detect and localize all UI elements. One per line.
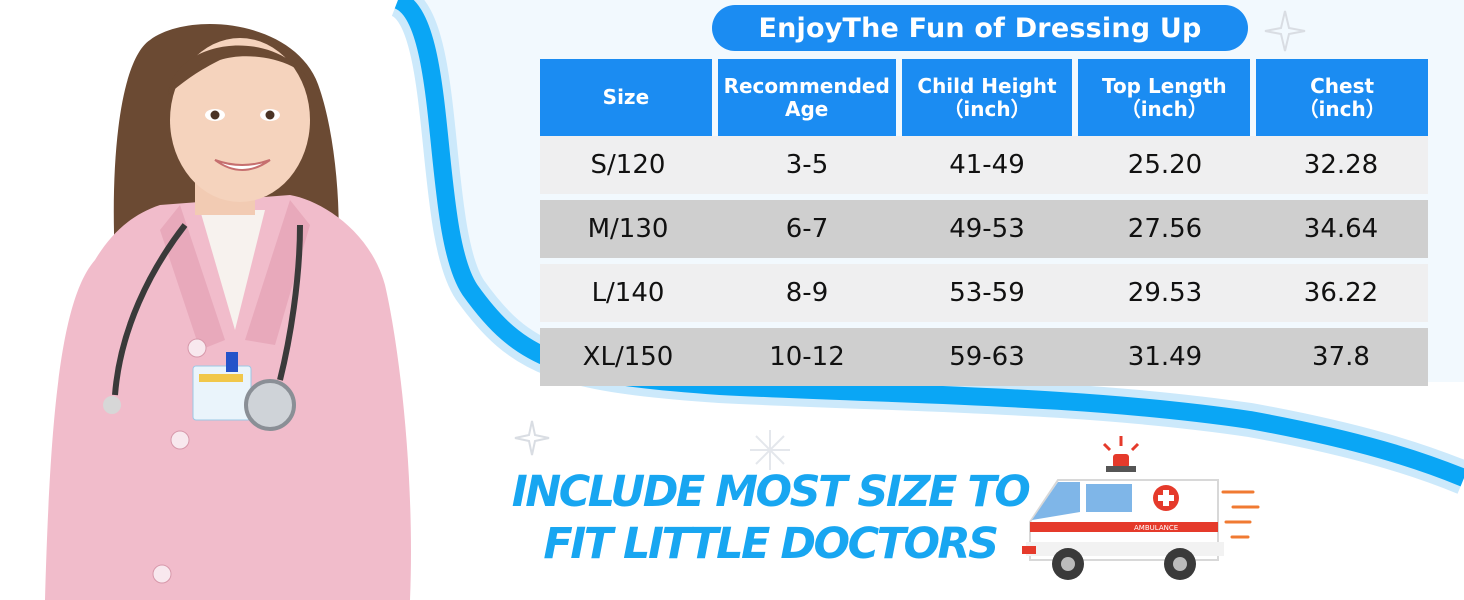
size-cell: L/140 [591, 278, 665, 308]
ambulance-label: AMBULANCE [1134, 524, 1178, 532]
child-doctor-illustration [45, 24, 411, 600]
age-cell: 3-5 [785, 150, 829, 180]
header-child-height: Child Height （inch） [901, 59, 1073, 136]
chest-cell: 34.64 [1303, 214, 1379, 244]
age-cell: 8-9 [785, 278, 829, 308]
header-size: Size [540, 59, 712, 136]
table-row: S/120 3-5 41-49 25.20 32.28 [540, 136, 1428, 194]
age-cell: 6-7 [785, 214, 829, 244]
top-length-cell: 25.20 [1127, 150, 1203, 180]
table-row: M/130 6-7 49-53 27.56 34.64 [540, 200, 1428, 258]
table-row: XL/150 10-12 59-63 31.49 37.8 [540, 328, 1428, 386]
slogan: INCLUDE MOST SIZE TO FIT LITTLE DOCTORS [510, 466, 1031, 570]
size-cell: S/120 [590, 150, 666, 180]
top-length-cell: 31.49 [1127, 342, 1203, 372]
table-header-row: Size Recommended Age Child Height （inch）… [540, 59, 1429, 136]
top-length-cell: 27.56 [1127, 214, 1203, 244]
age-cell: 10-12 [769, 342, 845, 372]
header-recommended-age: Recommended Age [717, 59, 896, 136]
slogan-line-1: INCLUDE MOST SIZE TO [511, 467, 1031, 517]
table-row: L/140 8-9 53-59 29.53 36.22 [540, 264, 1428, 322]
size-cell: XL/150 [582, 342, 674, 372]
size-cell: M/130 [587, 214, 669, 244]
height-cell: 59-63 [949, 342, 1025, 372]
height-cell: 53-59 [949, 278, 1025, 308]
ambulance-icon: AMBULANCE [1022, 436, 1260, 580]
height-cell: 49-53 [949, 214, 1025, 244]
chest-cell: 36.22 [1303, 278, 1379, 308]
chest-cell: 32.28 [1303, 150, 1379, 180]
sparkle-icon [514, 420, 550, 456]
height-cell: 41-49 [949, 150, 1025, 180]
sparkle-icon [1264, 10, 1306, 52]
chest-cell: 37.8 [1312, 342, 1370, 372]
header-chest: Chest （inch） [1256, 59, 1429, 136]
sparkle-icon [750, 430, 790, 470]
size-chart-table: Size Recommended Age Child Height （inch）… [540, 59, 1429, 386]
slogan-line-2: FIT LITTLE DOCTORS [543, 519, 999, 569]
top-length-cell: 29.53 [1127, 278, 1203, 308]
page-title: EnjoyThe Fun of Dressing Up [712, 5, 1248, 51]
header-top-length: Top Length （inch） [1078, 59, 1251, 136]
